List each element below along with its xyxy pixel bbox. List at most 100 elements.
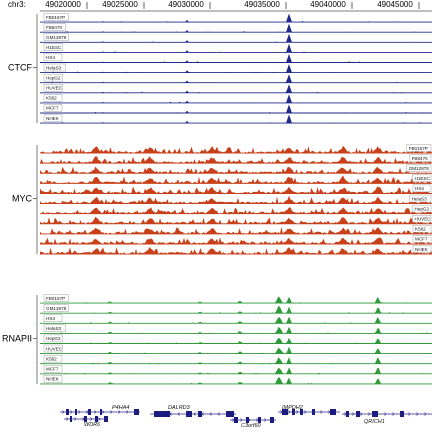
gene-annotation-track: P4HA4 WDR6 DALRD3 C3orf60 IMPDH2 QRICH1 — [60, 405, 432, 429]
ctcf-track-row[interactable]: NHEK — [40, 114, 432, 124]
cell-line-label: FB0167P — [46, 296, 65, 301]
rnapii-track-row[interactable]: MCF7 — [40, 365, 432, 375]
ctcf-track-row[interactable]: K562 — [40, 94, 432, 104]
strand-arrow — [110, 410, 113, 414]
signal-peaks — [40, 226, 432, 234]
rnapii-track-row[interactable]: HelaS3 — [40, 324, 432, 334]
strand-arrow — [280, 410, 283, 414]
gene-exon — [258, 417, 261, 423]
gene-name-label: DALRD3 — [168, 405, 191, 411]
strand-arrow — [240, 418, 243, 422]
cell-line-label-box — [43, 23, 66, 31]
myc-track-row[interactable]: HS4 — [40, 184, 432, 194]
gene-exon — [104, 416, 108, 422]
signal-peaks — [40, 337, 432, 344]
ctcf-track-row[interactable]: HelaS3 — [40, 63, 432, 74]
myc-track-row[interactable]: FB0167P — [40, 144, 432, 154]
rnapii-track-row[interactable]: NHEK — [40, 375, 432, 385]
ruler-tick-label: 49020000 — [45, 0, 81, 9]
cell-line-label-box — [43, 304, 69, 312]
gene-model[interactable]: P4HA4 — [60, 405, 140, 415]
cell-line-label-box — [43, 334, 63, 343]
ctcf-track-row[interactable]: FB8470 — [40, 23, 432, 33]
signal-peaks — [40, 13, 432, 23]
myc-track-row[interactable]: K562 — [40, 225, 432, 235]
myc-track-row[interactable]: HelaS3 — [40, 194, 432, 205]
ctcf-track-row[interactable]: MCF7 — [40, 104, 432, 114]
strand-arrow — [201, 412, 204, 416]
cell-line-label-box — [43, 365, 63, 373]
rnapii-track-row[interactable]: FB0167P — [40, 294, 432, 304]
rnapii-track-row[interactable]: GM12878 — [40, 304, 432, 314]
signal-peaks — [40, 166, 432, 174]
cell-line-label: K562 — [415, 227, 426, 232]
strand-arrow — [161, 412, 164, 416]
cell-line-label: NHEK — [46, 377, 60, 382]
strand-arrow — [376, 412, 379, 416]
strand-arrow — [416, 412, 419, 416]
strand-arrow — [344, 412, 347, 416]
ruler-tick-label: 49025000 — [102, 0, 138, 9]
ctcf-track-row[interactable]: FB0167P — [40, 13, 432, 23]
gene-model[interactable]: C3orf60 — [230, 417, 276, 429]
cell-line-label-box — [412, 174, 432, 183]
myc-track-row[interactable]: MCF7 — [40, 235, 432, 245]
gene-name-label: C3orf60 — [241, 423, 262, 429]
cell-line-label-box — [409, 154, 432, 162]
strand-arrow — [82, 417, 85, 421]
cell-line-label: GM12878 — [46, 35, 67, 40]
cell-line-label-box — [43, 324, 66, 332]
myc-track-row[interactable]: H1ESC — [40, 174, 432, 184]
chromosome-label: chr3: — [8, 0, 26, 9]
myc-track-row[interactable]: HepG2 — [40, 204, 432, 215]
cell-line-label: HUVEC — [415, 217, 432, 222]
cell-line-label: NHEK — [46, 116, 60, 121]
cell-line-label: HUVEC — [46, 346, 63, 351]
signal-peaks — [40, 195, 432, 204]
rnapii-track-row[interactable]: HepG2 — [40, 334, 432, 344]
ctcf-track-group: FB0167P FB8470 GM12878 H1ESC HS4 HelaS3 HepG2 H… — [8, 13, 432, 124]
myc-track-row[interactable]: NHEK — [40, 245, 432, 255]
signal-peaks — [40, 207, 432, 214]
cell-line-label-box — [43, 73, 63, 82]
strand-arrow — [264, 418, 267, 422]
cell-line-label-box — [43, 294, 69, 302]
gene-model[interactable]: QRICH1 — [342, 411, 432, 425]
rnapii-track-row[interactable]: HS4 — [40, 314, 432, 324]
myc-track-row[interactable]: GM12878 — [40, 164, 432, 174]
cell-line-label-box — [43, 43, 63, 51]
myc-group-label: MYC — [12, 194, 33, 204]
gene-name-label: IMPDH2 — [282, 405, 303, 411]
strand-arrow — [312, 410, 315, 414]
signal-peaks — [40, 94, 432, 103]
myc-track-group: FB0167P FB8470 GM12878 H1ESC HS4 HelaS3 HepG2 H… — [12, 144, 432, 255]
signal-peaks — [40, 216, 432, 224]
rnapii-track-row[interactable]: K562 — [40, 354, 432, 365]
gene-exon — [330, 409, 336, 415]
signal-peaks — [40, 64, 432, 73]
gene-model[interactable]: WDR6 — [64, 416, 108, 428]
rnapii-track-row[interactable]: HUVEC — [40, 344, 432, 355]
strand-arrow — [368, 412, 371, 416]
gene-exon — [282, 409, 288, 415]
ctcf-track-row[interactable]: GM12878 — [40, 33, 432, 43]
cell-line-label-box — [43, 114, 63, 122]
ctcf-track-row[interactable]: HUVEC — [40, 83, 432, 94]
gene-exon — [100, 409, 102, 415]
signal-peaks — [40, 357, 432, 364]
strand-arrow — [248, 418, 251, 422]
myc-track-row[interactable]: HUVEC — [40, 214, 432, 225]
strand-arrow — [288, 410, 291, 414]
cell-line-label: H1ESC — [415, 176, 431, 181]
strand-arrow — [232, 418, 235, 422]
ctcf-track-row[interactable]: HepG2 — [40, 73, 432, 84]
signal-peaks — [40, 377, 432, 384]
ruler-tick-label: 49035000 — [244, 0, 280, 9]
signal-peaks — [40, 326, 432, 334]
gene-exon — [346, 411, 349, 417]
ctcf-track-row[interactable]: H1ESC — [40, 43, 432, 53]
gene-model[interactable]: IMPDH2 — [278, 405, 340, 415]
cell-line-label: FB0167P — [46, 15, 65, 20]
ctcf-track-row[interactable]: HS4 — [40, 53, 432, 63]
myc-track-row[interactable]: FB8470 — [40, 154, 432, 164]
